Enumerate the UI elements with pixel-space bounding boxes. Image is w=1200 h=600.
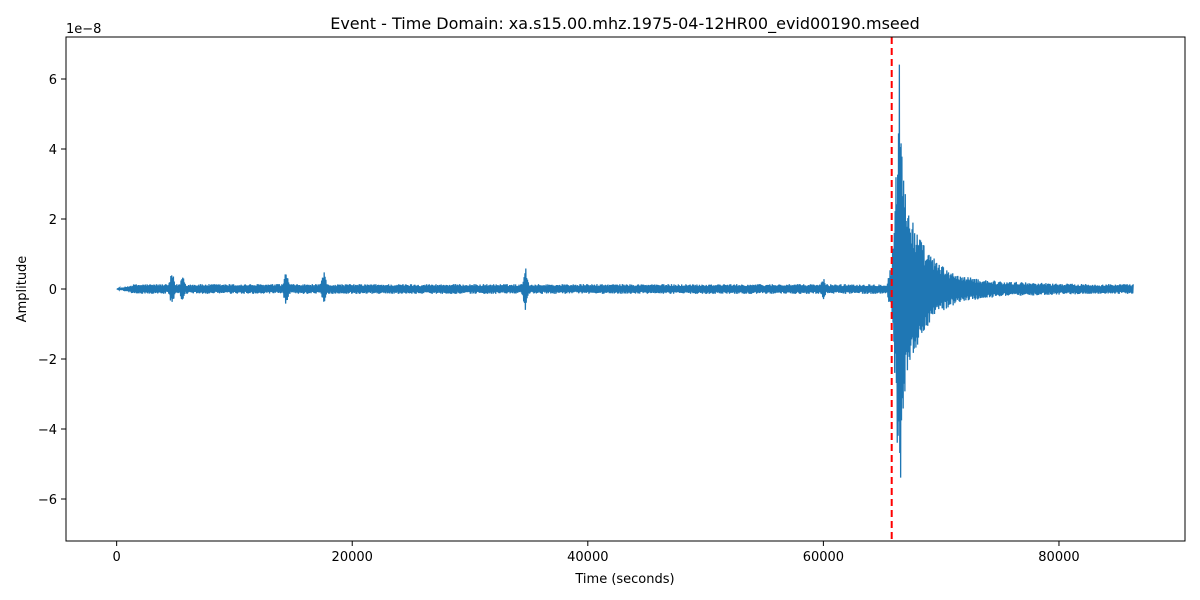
y-tick-label: −6 xyxy=(38,493,57,508)
y-tick-label: 4 xyxy=(49,143,57,158)
chart-title: Event - Time Domain: xa.s15.00.mhz.1975-… xyxy=(330,14,920,34)
y-axis-label: Amplitude xyxy=(15,256,30,323)
x-tick-label: 0 xyxy=(113,550,121,565)
x-tick-label: 80000 xyxy=(1038,550,1079,565)
y-axis-offset-label: 1e−8 xyxy=(66,22,101,37)
y-tick-label: 6 xyxy=(49,73,57,88)
plot-area xyxy=(65,36,1186,542)
y-tick-label: −2 xyxy=(38,353,57,368)
x-axis-label: Time (seconds) xyxy=(574,572,674,587)
x-tick-label: 20000 xyxy=(332,550,373,565)
x-axis-ticks: 0 20000 40000 60000 80000 xyxy=(113,541,1080,565)
waveform-series xyxy=(116,64,1134,478)
series-layer xyxy=(116,64,1134,478)
x-tick-label: 40000 xyxy=(567,550,608,565)
y-axis-ticks: −6 −4 −2 0 2 4 6 xyxy=(38,73,66,508)
x-tick-label: 60000 xyxy=(803,550,844,565)
y-tick-label: −4 xyxy=(38,423,57,438)
y-tick-label: 0 xyxy=(49,283,57,298)
y-tick-label: 2 xyxy=(49,213,57,228)
